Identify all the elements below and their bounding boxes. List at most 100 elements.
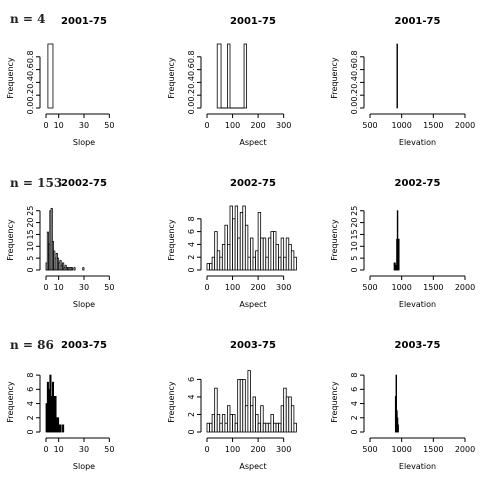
histogram-bar [262,237,267,271]
x-axis-label: Elevation [399,462,436,471]
histogram-bar [243,43,248,109]
x-tick-label: 0 [43,445,48,454]
y-tick-label: 0 [187,267,196,272]
x-tick-label: 0 [204,283,209,292]
x-tick-label: 2000 [455,121,475,130]
panel-title: 2001-75 [230,16,276,27]
histogram-bar [214,387,218,433]
y-tick-label: 0.4 [187,76,196,89]
histogram-bar [54,396,57,433]
histogram-bar [293,422,297,433]
y-tick-label: 0 [26,267,35,272]
histogram-bar [59,424,62,433]
y-axis-label: Frequency [330,219,339,261]
y-axis-label: Frequency [6,219,15,261]
y-tick-label: 25 [26,206,35,216]
y-tick-label: 0.0 [187,102,196,115]
x-tick-label: 200 [250,445,265,454]
x-tick-label: 300 [276,121,291,130]
y-tick-label: 0.4 [26,76,35,89]
y-tick-label: 20 [26,217,35,227]
x-axis-label: Slope [73,300,95,309]
y-tick-label: 0.4 [350,76,359,89]
y-tick-label: 0.0 [26,102,35,115]
y-tick-label: 0.2 [187,89,196,102]
x-tick-label: 0 [43,283,48,292]
x-axis-label: Elevation [399,138,436,147]
x-tick-label: 500 [362,445,377,454]
x-tick-label: 1000 [391,121,411,130]
y-tick-label: 0 [26,429,35,434]
y-tick-label: 0.2 [350,89,359,102]
x-tick-label: 2000 [455,283,475,292]
y-tick-label: 8 [26,373,35,378]
y-tick-label: 6 [187,229,196,234]
x-tick-label: 30 [79,283,89,292]
y-tick-label: 10 [26,241,35,251]
y-tick-label: 0.8 [26,50,35,63]
x-tick-label: 50 [104,121,114,130]
panel-title: 2003-75 [395,340,441,351]
x-tick-label: 1500 [423,283,443,292]
histogram-bar [290,405,295,433]
y-tick-label: 0.0 [350,102,359,115]
histogram-bar [397,424,399,433]
row-label: n = 86 [10,338,54,352]
y-tick-label: 20 [350,217,359,227]
x-tick-label: 100 [225,445,240,454]
y-tick-label: 10 [350,241,359,251]
y-tick-label: 2 [187,412,196,417]
x-tick-label: 10 [54,283,64,292]
histogram-bar [82,267,85,271]
x-axis-label: Aspect [239,462,266,471]
y-tick-label: 8 [350,373,359,378]
y-tick-label: 5 [350,256,359,261]
panel-title: 2003-75 [61,340,107,351]
y-tick-label: 4 [187,242,196,247]
histogram-bar [62,262,65,271]
y-tick-label: 0.8 [350,50,359,63]
y-tick-label: 4 [350,401,359,406]
row-label: n = 4 [10,12,46,26]
y-axis-label: Frequency [167,219,176,261]
histogram-bar [280,237,285,271]
histogram-bar [293,256,297,271]
panel-title: 2002-75 [61,178,107,189]
y-tick-label: 0.2 [26,89,35,102]
histogram-bar [216,43,222,109]
panel-title: 2001-75 [61,16,107,27]
panel-title: 2002-75 [230,178,276,189]
x-tick-label: 10 [54,445,64,454]
histogram-bar [73,267,76,271]
panel-title: 2001-75 [395,16,441,27]
y-tick-label: 25 [350,206,359,216]
y-axis-label: Frequency [6,381,15,423]
x-tick-label: 0 [204,445,209,454]
x-tick-label: 10 [54,121,64,130]
y-axis-label: Frequency [330,57,339,99]
y-tick-label: 15 [26,229,35,239]
panel-title: 2003-75 [230,340,276,351]
histogram-bar [250,237,254,271]
histogram-bar [260,405,264,433]
x-tick-label: 1500 [423,445,443,454]
y-axis-label: Frequency [167,381,176,423]
y-tick-label: 2 [187,255,196,260]
x-tick-label: 200 [250,283,265,292]
histogram-bar [227,43,231,109]
x-tick-label: 500 [362,283,377,292]
histogram-bar [70,267,74,271]
histogram-bar [244,224,249,271]
x-tick-label: 200 [250,121,265,130]
y-axis-label: Frequency [167,57,176,99]
histogram-bar [50,207,53,271]
histogram-bar [396,43,398,109]
x-tick-label: 300 [276,445,291,454]
x-tick-label: 50 [104,283,114,292]
y-axis-label: Frequency [330,381,339,423]
y-tick-label: 4 [26,401,35,406]
y-tick-label: 2 [350,415,359,420]
y-axis-label: Frequency [6,57,15,99]
row-label: n = 153 [10,176,63,190]
